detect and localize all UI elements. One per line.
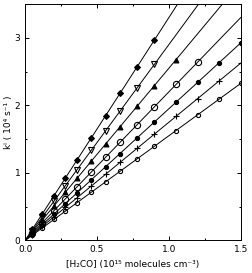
Y-axis label: kᴵ ( 10⁴ s⁻¹ ): kᴵ ( 10⁴ s⁻¹ ) <box>4 96 13 149</box>
X-axis label: [H₂CO] (10¹⁵ molecules cm⁻³): [H₂CO] (10¹⁵ molecules cm⁻³) <box>66 260 200 269</box>
